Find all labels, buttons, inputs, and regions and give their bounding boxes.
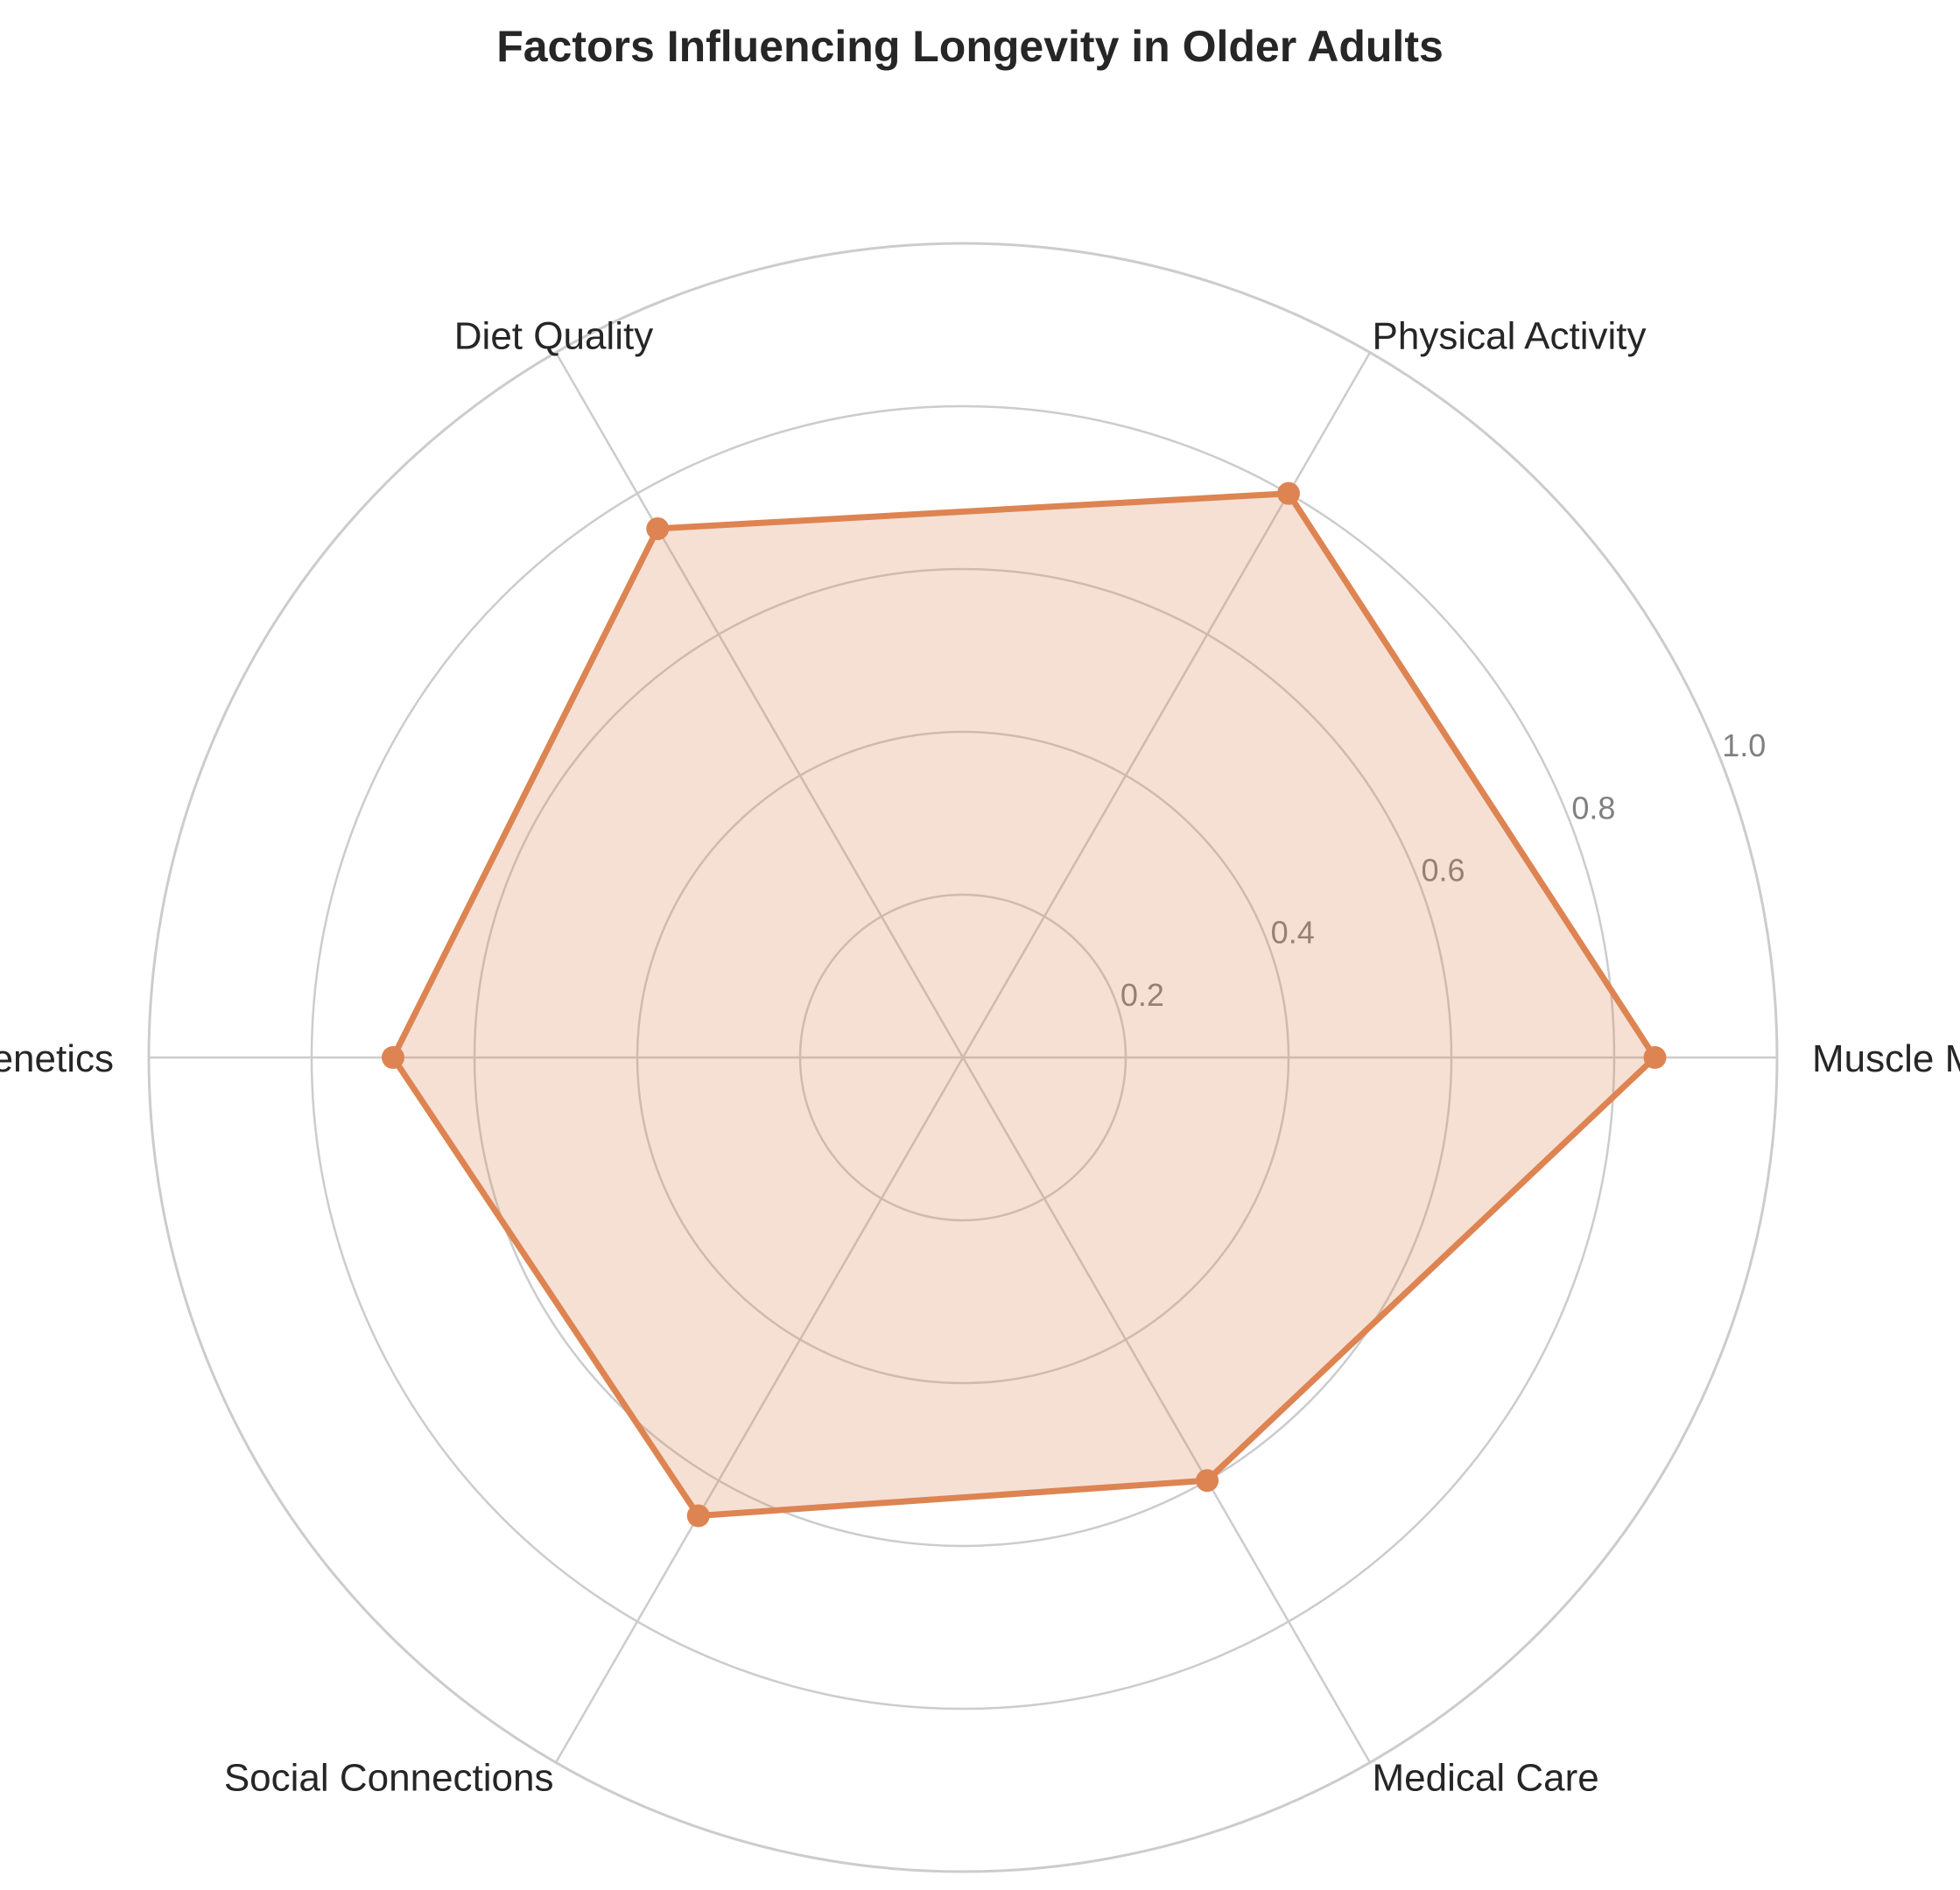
series-fill-area (393, 493, 1655, 1516)
radial-tick-label: 0.2 (1121, 977, 1164, 1013)
chart-title: Factors Influencing Longevity in Older A… (496, 22, 1444, 71)
data-point-genetics (382, 1046, 404, 1069)
radial-tick-label: 0.4 (1271, 915, 1315, 951)
data-point-diet-quality (646, 516, 670, 540)
grid-spoke-4 (554, 1057, 965, 1764)
category-label-social-connections: Social Connections (224, 1757, 554, 1800)
data-point-social-connections (686, 1504, 710, 1528)
radial-tick-labels: 0.2 0.4 0.6 0.8 1.0 (1121, 727, 1766, 1013)
radial-tick-label: 0.8 (1571, 790, 1615, 826)
category-label-genetics: Genetics (0, 1037, 114, 1080)
data-point-muscle-mass (1643, 1046, 1667, 1069)
category-labels: Muscle Mass Physical Activity Diet Quality… (0, 314, 1960, 1799)
data-point-physical-activity (1277, 481, 1300, 505)
category-label-muscle-mass: Muscle Mass (1812, 1037, 1960, 1080)
series-layer (382, 481, 1667, 1528)
grid-layer (147, 242, 1779, 1873)
data-point-medical-care (1196, 1469, 1219, 1493)
category-label-medical-care: Medical Care (1373, 1757, 1599, 1800)
category-label-physical-activity: Physical Activity (1373, 314, 1647, 357)
grid-spoke-1 (961, 351, 1372, 1058)
grid-spoke-5 (961, 1057, 1372, 1764)
radial-tick-label: 0.6 (1422, 852, 1465, 888)
radial-tick-label: 1.0 (1722, 727, 1766, 763)
grid-spoke-2 (554, 351, 965, 1058)
category-label-diet-quality: Diet Quality (454, 314, 653, 357)
